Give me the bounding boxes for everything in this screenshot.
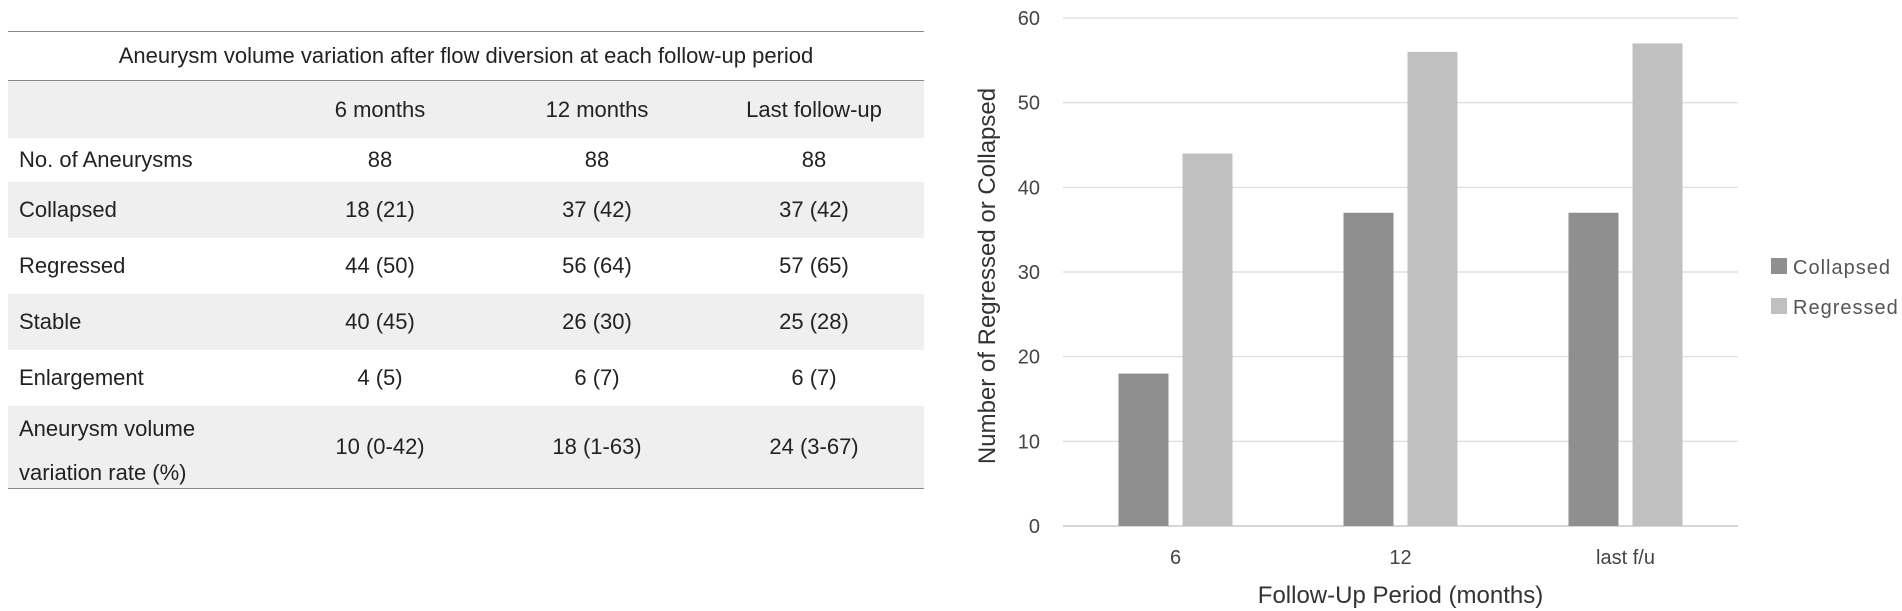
table-title: Aneurysm volume variation after flow div…	[8, 31, 924, 81]
table-cell: 57 (65)	[779, 253, 849, 278]
table-cell: 56 (64)	[562, 253, 632, 278]
table-cell: 18 (1-63)	[552, 434, 642, 459]
legend-label-collapsed: Collapsed	[1793, 257, 1891, 279]
table-row: Enlargement 4 (5) 6 (7) 6 (7)	[8, 350, 924, 406]
table-cell: 37 (42)	[779, 197, 849, 222]
table-cell: 44 (50)	[345, 253, 415, 278]
bar-collapsed	[1118, 373, 1169, 526]
header-cell-last-follow-up: Last follow-up	[746, 96, 882, 122]
bar-regressed	[1632, 43, 1683, 527]
row-label-line-2: variation rate (%)	[19, 460, 187, 485]
table-cell: 6 (7)	[791, 365, 837, 390]
table-header-row: 6 months 12 months Last follow-up	[8, 81, 924, 138]
legend-swatch-regressed	[1771, 298, 1787, 314]
y-tick-label: 40	[1018, 177, 1040, 199]
y-tick-label: 30	[1018, 262, 1040, 284]
header-cell-6-months: 6 months	[334, 96, 426, 122]
table-cell: 37 (42)	[562, 197, 632, 222]
table-cell: 40 (45)	[345, 309, 415, 334]
table-cell: 25 (28)	[779, 309, 849, 334]
y-tick-label: 0	[1029, 516, 1040, 538]
table-row-volume-variation: Aneurysm volume variation rate (%) 10 (0…	[8, 406, 924, 489]
table-cell: 88	[367, 147, 393, 172]
bar-regressed	[1182, 153, 1233, 526]
header-cell-12-months: 12 months	[545, 96, 649, 122]
x-tick-label: 12	[1389, 547, 1411, 569]
table-cell: 24 (3-67)	[769, 434, 859, 459]
table-cell: 88	[801, 147, 827, 172]
table-cell: 6 (7)	[574, 365, 620, 390]
legend-swatch-collapsed	[1771, 258, 1787, 274]
row-label: Collapsed	[19, 197, 117, 222]
row-label: Regressed	[19, 253, 126, 278]
legend-label-regressed: Regressed	[1793, 297, 1899, 319]
bar-collapsed	[1343, 212, 1394, 526]
bar-collapsed	[1568, 212, 1619, 526]
table-row: Collapsed 18 (21) 37 (42) 37 (42)	[8, 182, 924, 238]
row-label: Aneurysm volume variation rate (%)	[8, 406, 270, 488]
y-axis-title: Number of Regressed or Collapsed	[974, 88, 1001, 464]
bar-regressed	[1407, 51, 1458, 526]
row-label: No. of Aneurysms	[19, 147, 193, 172]
y-tick-label: 60	[1018, 8, 1040, 30]
table-row: Regressed 44 (50) 56 (64) 57 (65)	[8, 238, 924, 294]
table-cell: 4 (5)	[357, 365, 403, 390]
table-row: No. of Aneurysms 88 88 88	[8, 138, 924, 182]
table-cell: 26 (30)	[562, 309, 632, 334]
x-axis-title: Follow-Up Period (months)	[1258, 582, 1543, 609]
y-tick-label: 50	[1018, 93, 1040, 115]
row-label: Stable	[19, 309, 82, 334]
table-cell: 10 (0-42)	[335, 434, 425, 459]
table-cell: 88	[584, 147, 610, 172]
table-cell: 18 (21)	[345, 197, 415, 222]
table-row: Stable 40 (45) 26 (30) 25 (28)	[8, 294, 924, 350]
row-label-line-1: Aneurysm volume	[19, 416, 196, 441]
row-label: Enlargement	[19, 365, 144, 390]
x-tick-label: 6	[1170, 547, 1181, 569]
y-tick-label: 10	[1018, 431, 1040, 453]
results-table: Aneurysm volume variation after flow div…	[8, 31, 924, 489]
x-tick-label: last f/u	[1596, 547, 1655, 569]
y-tick-label: 20	[1018, 347, 1040, 369]
